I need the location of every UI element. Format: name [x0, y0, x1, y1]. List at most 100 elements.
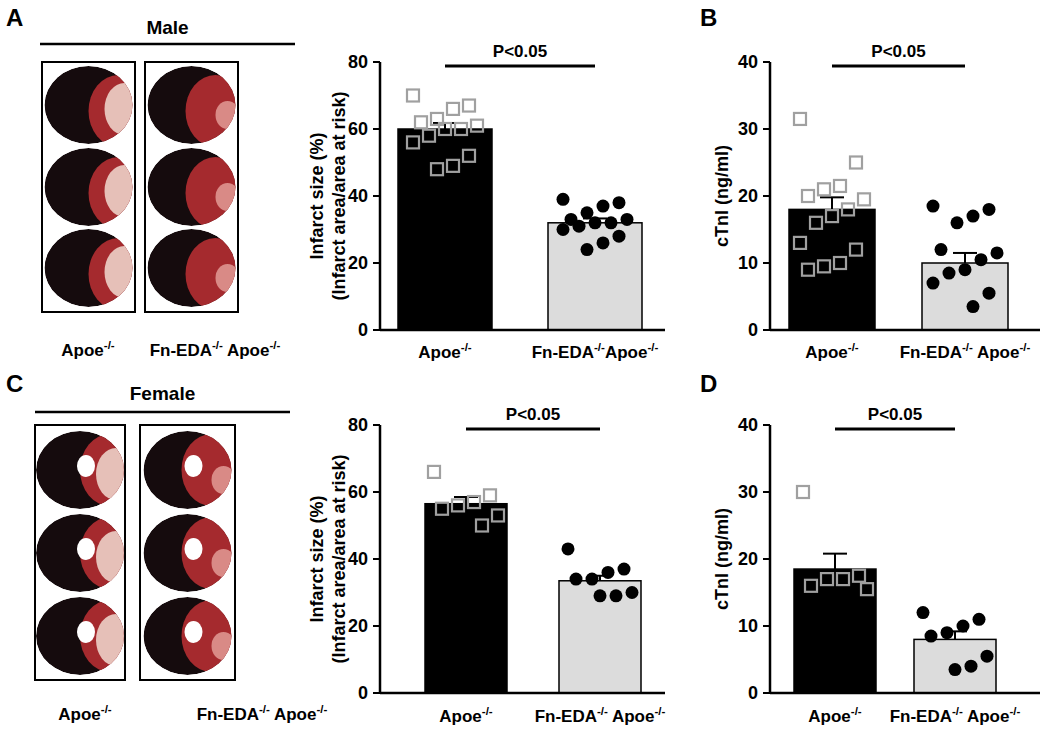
text-part: Fn-EDA — [535, 707, 597, 726]
data-point — [605, 216, 618, 229]
data-point — [850, 157, 862, 169]
y-axis-label: (Infarct area/area at risk) — [329, 454, 349, 663]
y-axis-label: (Infarct area/area at risk) — [329, 91, 349, 300]
heart-slice — [148, 66, 246, 147]
data-point — [917, 606, 930, 619]
data-point — [455, 123, 467, 135]
data-point — [842, 203, 854, 215]
data-point — [850, 244, 862, 256]
x-axis — [380, 329, 665, 332]
data-point — [983, 203, 996, 216]
superscript: -/- — [316, 703, 327, 715]
superscript: -/- — [482, 705, 493, 717]
heart-pale — [216, 183, 240, 211]
text-part: Apoe — [608, 707, 655, 726]
y-tick — [373, 128, 380, 130]
superscript: -/- — [104, 339, 115, 351]
data-point — [492, 509, 504, 521]
image-label: Fn-EDA-/- Apoe-/- — [197, 703, 328, 724]
heart-pale — [216, 101, 240, 129]
y-tick-label: 0 — [748, 320, 758, 340]
y-tick — [763, 625, 770, 627]
y-tick — [763, 329, 770, 331]
heart-pale — [96, 531, 136, 583]
y-tick — [373, 625, 380, 627]
superscript: -/- — [212, 339, 223, 351]
image-label: Fn-EDA-/- Apoe-/- — [150, 339, 281, 360]
data-point — [581, 243, 594, 256]
annotation: P<0.05 — [871, 42, 925, 61]
page: {"panel_labels": ["A", "B", "C", "D"], "… — [0, 0, 1050, 733]
panel-letter: A — [6, 4, 23, 31]
y-tick — [763, 61, 770, 63]
data-point — [967, 210, 980, 223]
y-tick-label: 60 — [348, 119, 368, 139]
text-part: Apoe — [973, 343, 1020, 362]
y-tick — [763, 692, 770, 694]
data-point — [570, 573, 583, 586]
title-rule — [35, 411, 290, 414]
data-point — [407, 90, 419, 102]
heart-red — [182, 434, 242, 506]
bar — [548, 223, 642, 330]
text-part: Apoe — [439, 707, 482, 726]
data-point — [794, 113, 806, 125]
y-tick — [373, 195, 380, 197]
data-point — [431, 163, 443, 175]
data-point — [951, 216, 964, 229]
data-point — [941, 626, 954, 639]
significance-line — [832, 65, 965, 68]
y-axis-label: cTnI (ng/ml) — [712, 508, 732, 610]
heart-slice — [144, 597, 242, 675]
y-tick-label: 80 — [348, 52, 368, 72]
text-part: Fn-EDA — [900, 343, 962, 362]
y-tick-label: 20 — [348, 253, 368, 273]
bar — [398, 129, 492, 330]
heart-pale — [216, 264, 240, 292]
x-tick-label: Apoe-/- — [805, 341, 859, 362]
x-tick-label: Fn-EDA-/- Apoe-/- — [535, 705, 666, 726]
y-tick — [373, 692, 380, 694]
data-point — [423, 130, 435, 142]
error-bar — [834, 554, 836, 569]
x-tick-label: Apoe-/- — [808, 705, 862, 726]
y-axis-label: cTnI (ng/ml) — [712, 145, 732, 247]
annotation: P<0.05 — [868, 405, 922, 424]
text-part: Apoe — [418, 343, 461, 362]
data-point — [597, 200, 610, 213]
data-point — [967, 300, 980, 313]
plot-area — [425, 466, 641, 693]
annotation: P<0.05 — [506, 405, 560, 424]
x-tick-label: Fn-EDA-/- Apoe-/- — [890, 705, 1021, 726]
heart-pale — [96, 448, 136, 500]
data-point — [927, 200, 940, 213]
superscript: -/- — [269, 339, 280, 351]
heart-pale — [105, 246, 145, 298]
x-tick-label: Apoe-/- — [418, 341, 472, 362]
data-point — [965, 660, 978, 673]
data-point — [597, 236, 610, 249]
plot-area — [794, 486, 996, 693]
y-tick-label: 0 — [358, 320, 368, 340]
data-point — [562, 542, 575, 555]
text-part: Apoe — [963, 707, 1010, 726]
heart-lumen — [77, 538, 95, 560]
heart-lumen — [185, 621, 203, 643]
figure: ABCDMaleApoe-/-Fn-EDA-/- Apoe-/-FemaleAp… — [0, 0, 1050, 733]
data-point — [586, 573, 599, 586]
background — [0, 0, 1050, 733]
y-tick-label: 0 — [358, 683, 368, 703]
text-part: Fn-EDA — [197, 705, 259, 724]
text-part: Apoe — [58, 705, 101, 724]
plot-area — [398, 90, 642, 331]
data-point — [975, 253, 988, 266]
x-axis — [380, 692, 665, 695]
y-axis-label: Infarct size (%) — [307, 132, 327, 259]
data-point — [983, 287, 996, 300]
y-tick-label: 60 — [348, 482, 368, 502]
data-point — [973, 613, 986, 626]
data-point — [991, 246, 1004, 259]
heart-lumen — [77, 455, 95, 477]
heart-red — [89, 157, 149, 229]
y-tick-label: 30 — [738, 119, 758, 139]
